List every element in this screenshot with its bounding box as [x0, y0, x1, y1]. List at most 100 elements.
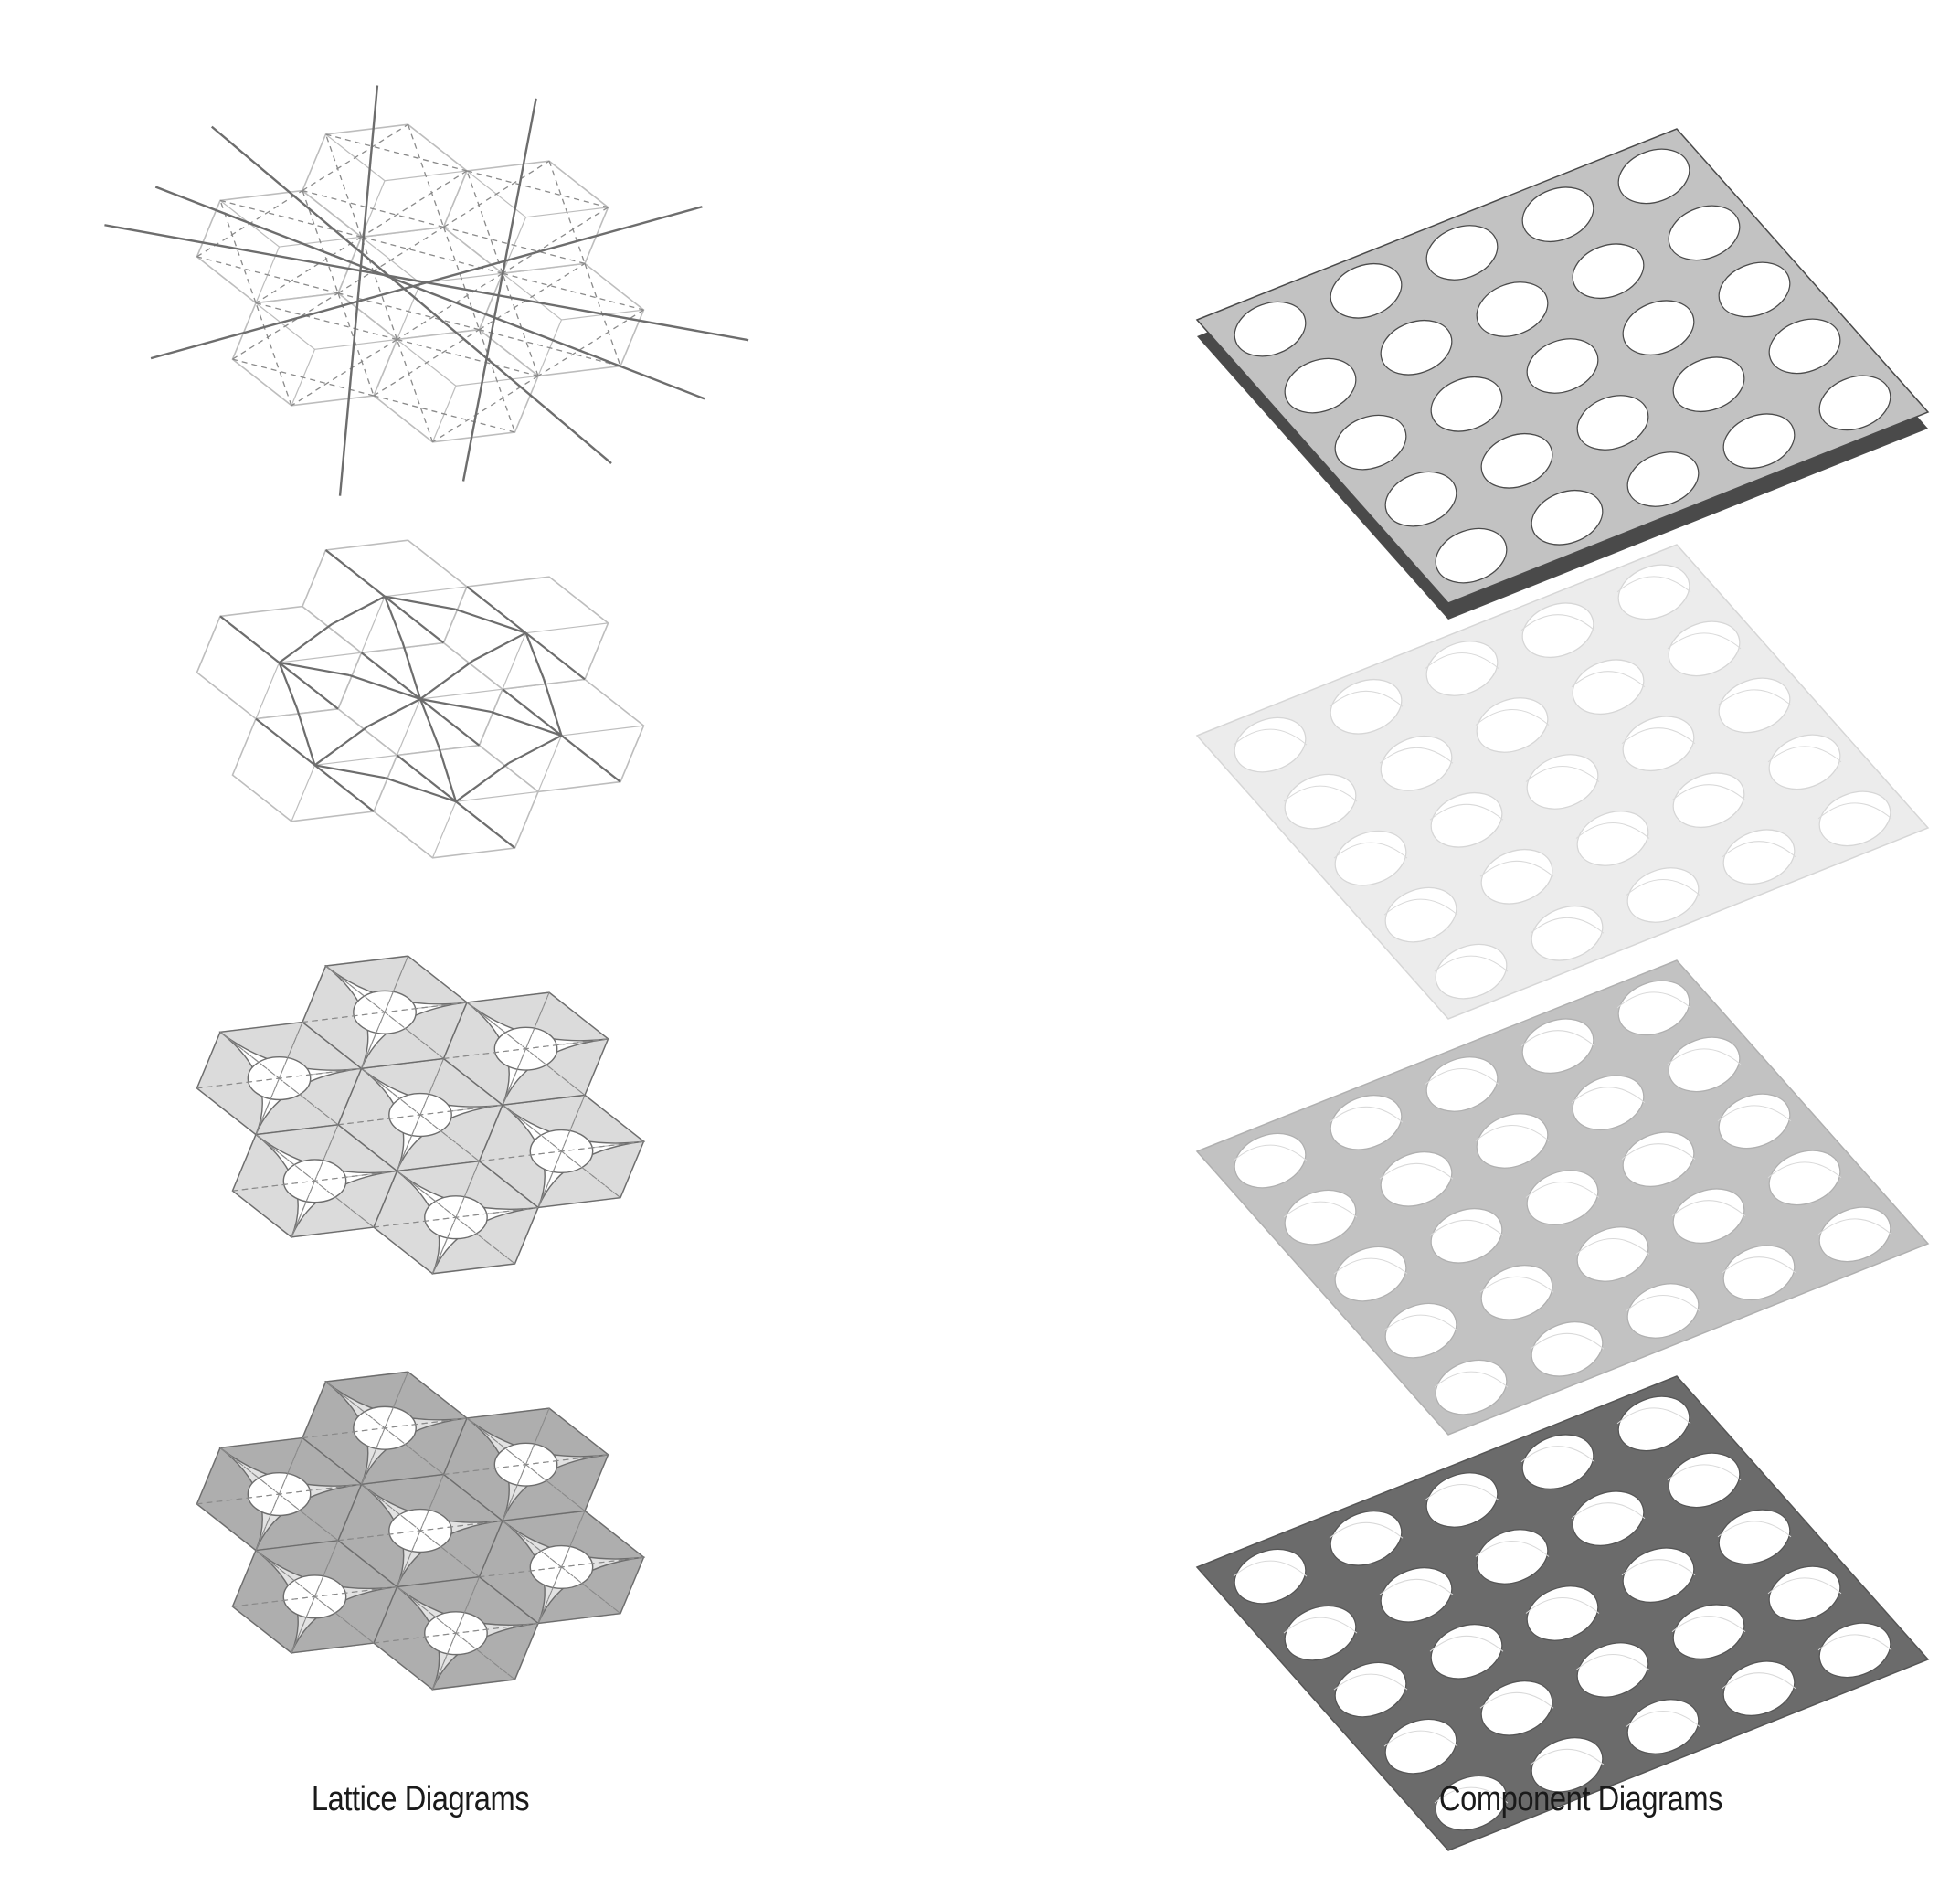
component-opening [1476, 697, 1549, 753]
lattice-diagram-column [104, 85, 749, 1691]
component-arc-line [1475, 709, 1550, 726]
solid-strut [210, 125, 612, 464]
component-arc-line [1383, 1314, 1458, 1331]
component-opening [1476, 1529, 1549, 1585]
hex-rhombus-edge [360, 596, 386, 653]
dashed-strut [291, 338, 397, 407]
link-strut [360, 652, 421, 700]
component-opening [1531, 905, 1604, 961]
hex-rhombus-edge [502, 632, 527, 690]
component-opening [1334, 1246, 1407, 1302]
component-arc-line [1671, 784, 1746, 801]
hex-rhombus-edge [525, 622, 609, 634]
link-strut [255, 717, 316, 767]
component-opening [1234, 1548, 1307, 1605]
component-arc-line [1283, 1201, 1358, 1218]
component-arc-line [1530, 917, 1605, 934]
component-arc-line [1525, 1182, 1600, 1198]
component-opening [1384, 471, 1457, 527]
component-opening [1626, 451, 1700, 507]
dashed-strut [502, 1407, 550, 1521]
component-opening [1626, 1283, 1700, 1339]
component-3-panel [1195, 959, 1930, 1436]
link-strut [466, 586, 527, 634]
component-arc-line [1616, 1407, 1691, 1425]
component-arc-line [1667, 1464, 1742, 1481]
component-opening [1435, 527, 1508, 584]
dashed-strut [479, 329, 621, 367]
component-opening [1576, 1226, 1649, 1282]
component-opening [1284, 1189, 1357, 1246]
component-arc-line [1329, 1521, 1404, 1539]
component-arc-line [1575, 1238, 1650, 1255]
component-opening [1718, 677, 1791, 734]
link-strut [542, 678, 563, 737]
dashed-strut [396, 1474, 445, 1587]
component-opening [1430, 1623, 1503, 1680]
dashed-strut [502, 207, 609, 274]
component-opening [1425, 225, 1499, 281]
lattice-1-panel [104, 85, 749, 496]
component-opening [1718, 1093, 1791, 1150]
component-opening [1576, 1642, 1649, 1698]
component-opening [1480, 1680, 1553, 1736]
component-arc-line [1425, 1068, 1499, 1085]
dashed-strut [302, 123, 408, 192]
component-opening [1718, 261, 1791, 318]
dashed-strut [502, 272, 644, 311]
dashed-strut [291, 1540, 339, 1654]
component-arc-line [1383, 898, 1458, 916]
component-opening [1531, 489, 1604, 546]
component-opening [1480, 1264, 1553, 1320]
component-4-panel [1195, 1375, 1930, 1851]
dashed-strut [337, 226, 444, 294]
component-arc-line [1575, 1654, 1650, 1670]
dashed-strut [255, 1437, 303, 1551]
component-arc-line [1425, 1484, 1499, 1500]
component-opening [1334, 414, 1407, 471]
component-opening [1626, 867, 1700, 923]
component-opening [1617, 148, 1690, 205]
component-arc-line [1667, 632, 1742, 650]
component-arc-line [1530, 1332, 1605, 1350]
component-opening [1330, 678, 1403, 735]
component-arc-line [1233, 1560, 1308, 1577]
component-2-panel [1195, 544, 1930, 1020]
component-arc-line [1429, 803, 1504, 821]
link-strut [384, 595, 445, 644]
component-arc-line [1379, 1162, 1454, 1180]
component-arc-line [1817, 1218, 1892, 1235]
component-opening [1572, 1075, 1645, 1131]
component-opening [1818, 790, 1891, 847]
component-opening [1284, 1605, 1357, 1661]
component-opening [1425, 1472, 1499, 1528]
dashed-strut [255, 1022, 303, 1135]
component-opening [1576, 811, 1649, 866]
component-arc-line [1434, 1371, 1509, 1388]
link-strut [401, 641, 422, 700]
component-opening [1284, 357, 1357, 414]
component-arc-line [1333, 842, 1408, 859]
component-1-panel [1195, 128, 1930, 620]
dashed-strut [291, 1124, 339, 1238]
component-arc-line [1767, 1161, 1842, 1179]
dashed-strut [442, 227, 481, 330]
component-opening [1330, 262, 1403, 319]
component-opening [1617, 1395, 1690, 1452]
link-strut [524, 632, 546, 680]
component-arc-line [1626, 1295, 1700, 1311]
component-arc-line [1671, 1200, 1746, 1217]
component-opening [1818, 1622, 1891, 1679]
component-arc-line [1626, 879, 1700, 896]
component-opening [1380, 319, 1453, 376]
component-arc-line [1283, 785, 1358, 802]
dashed-strut [219, 199, 362, 238]
component-opening [1284, 773, 1357, 830]
component-opening [1768, 318, 1841, 375]
link-strut [454, 608, 526, 634]
link-strut [419, 697, 492, 714]
component-arc-line [1575, 822, 1650, 839]
dashed-strut [325, 133, 468, 172]
component-opening [1672, 1188, 1745, 1245]
link-strut [384, 595, 456, 610]
